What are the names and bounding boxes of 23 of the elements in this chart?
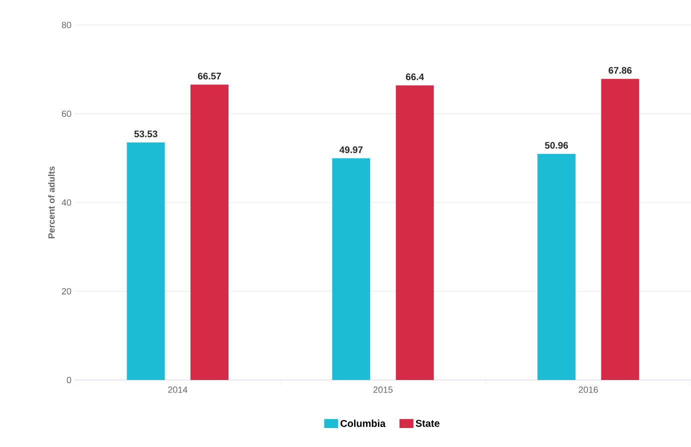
y-tick-label: 60 — [62, 110, 72, 117]
y-tick-label: 0 — [66, 376, 72, 384]
bar — [190, 84, 228, 380]
bar — [396, 85, 434, 380]
bar — [601, 78, 640, 380]
legend-label: State — [416, 420, 440, 427]
data-label: 66.4 — [406, 73, 424, 80]
data-label: 53.53 — [134, 130, 158, 138]
x-tick-label: 2016 — [578, 386, 598, 393]
y-axis-title: Percent of adults — [48, 166, 55, 238]
x-tick-label: 2015 — [373, 386, 393, 393]
data-label: 67.86 — [608, 66, 632, 74]
data-label: 66.57 — [198, 72, 221, 80]
data-label: 49.97 — [339, 146, 363, 154]
bar — [332, 158, 370, 380]
bar — [538, 154, 576, 380]
legend-label: Columbia — [340, 420, 386, 427]
data-label: 50.96 — [544, 142, 568, 149]
x-tick-label: 2014 — [168, 386, 188, 393]
y-tick-label: 40 — [62, 199, 72, 206]
y-tick-label: 20 — [62, 288, 72, 294]
y-tick-label: 80 — [62, 22, 72, 28]
bar — [126, 142, 165, 380]
